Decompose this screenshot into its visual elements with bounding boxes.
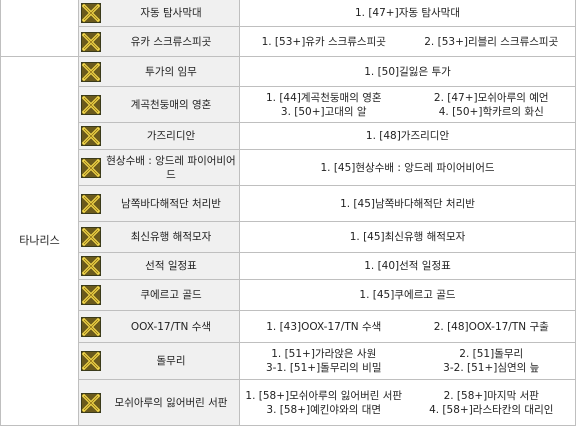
quest-chain-cell: 1. [45]쿠에르고 골드 xyxy=(239,279,576,311)
quest-step: 1. [50]길잃은 투가 xyxy=(364,65,451,78)
quest-chain-cell: 1. [58+]모쉬아루의 잃어버린 서판 2. [58+]마지막 서판 3. [5… xyxy=(239,379,576,426)
quest-table: 자동 탐사막대 1. [47+]자동 탐사막대 유카 스크류스피곳 1. [53+]유… xyxy=(0,0,576,426)
quest-name: 돌무리 xyxy=(103,342,240,380)
crossed-swords-icon xyxy=(81,157,101,178)
table-row: 돌무리 1. [51+]가라앉은 사원 2. [51]돌무리 3-1. [51+]돌무… xyxy=(1,342,576,380)
quest-step: 1. [58+]모쉬아루의 잃어버린 서판 xyxy=(245,389,403,402)
quest-icon-cell xyxy=(78,342,103,380)
quest-name: 모쉬아루의 잃어버린 서판 xyxy=(103,379,240,426)
region-cell-tanaris: 타나리스 xyxy=(0,56,79,426)
quest-chain-cell: 1. [44]계곡천둥매의 영혼 2. [47+]모쉬아루의 예언 3. [50+]… xyxy=(239,86,576,123)
table-row: 남쪽바다해적단 처리반 1. [45]남쪽바다해적단 처리반 xyxy=(1,185,576,222)
quest-chain-cell: 1. [47+]자동 탐사막대 xyxy=(239,0,576,27)
quest-name: OOX-17/TN 수색 xyxy=(103,310,240,343)
quest-step: 4. [58+]라스타칸의 대리인 xyxy=(429,403,554,416)
quest-icon-cell xyxy=(78,122,103,150)
quest-icon-cell xyxy=(78,0,103,27)
quest-step: 1. [47+]자동 탐사막대 xyxy=(354,7,460,19)
quest-icon-cell xyxy=(78,56,103,87)
crossed-swords-icon xyxy=(81,126,101,146)
quest-step: 1. [51+]가라앉은 사원 xyxy=(271,348,377,360)
crossed-swords-icon xyxy=(81,227,101,247)
table-row: 타나리스 투가의 임무 1. [50]길잃은 투가 xyxy=(0,56,576,426)
quest-icon-cell xyxy=(78,252,103,280)
table-row: 자동 탐사막대 1. [47+]자동 탐사막대 xyxy=(0,0,576,57)
crossed-swords-icon xyxy=(81,3,101,23)
table-row: 모쉬아루의 잃어버린 서판 1. [58+]모쉬아루의 잃어버린 서판 2. [58… xyxy=(1,379,576,426)
quest-step: 1. [45]남쪽바다해적단 처리반 xyxy=(340,197,475,210)
quest-icon-cell xyxy=(78,310,103,343)
quest-chain-cell: 1. [45]최신유행 해적모자 xyxy=(239,221,576,253)
quest-icon-cell xyxy=(78,86,103,123)
quest-icon-cell xyxy=(78,279,103,311)
quest-chain-cell: 1. [53+]유카 스크류스피곳 2. [53+]리블리 스크류스피곳 xyxy=(239,26,576,57)
table-row: 최신유행 해적모자 1. [45]최신유행 해적모자 xyxy=(1,221,576,253)
quest-chain-cell: 1. [40]선적 일정표 xyxy=(239,252,576,280)
quest-icon-cell xyxy=(78,221,103,253)
quest-name: 투가의 임무 xyxy=(103,56,240,87)
quest-step: 1. [45]쿠에르고 골드 xyxy=(359,289,456,301)
quest-chain-cell: 1. [45]현상수배 : 앙드레 파이어비어드 xyxy=(239,149,576,186)
table-row: 유카 스크류스피곳 1. [53+]유카 스크류스피곳 2. [53+]리블리 스크… xyxy=(1,26,576,57)
quest-step: 3-2. [51+]심연의 늪 xyxy=(443,362,540,374)
quest-name: 최신유행 해적모자 xyxy=(103,221,240,253)
quest-name: 유카 스크류스피곳 xyxy=(103,26,240,57)
table-row: 현상수배 : 앙드레 파이어비어드 1. [45]현상수배 : 앙드레 파이어비어… xyxy=(1,149,576,186)
quest-name: 자동 탐사막대 xyxy=(103,0,240,27)
quest-step: 1. [48]가즈리디안 xyxy=(365,130,450,142)
table-row: 쿠에르고 골드 1. [45]쿠에르고 골드 xyxy=(1,279,576,311)
quest-name: 쿠에르고 골드 xyxy=(103,279,240,311)
crossed-swords-icon xyxy=(81,256,101,276)
quest-step: 3. [50+]고대의 알 xyxy=(280,105,367,118)
crossed-swords-icon xyxy=(81,94,101,115)
crossed-swords-icon xyxy=(81,31,101,52)
crossed-swords-icon xyxy=(81,351,101,371)
quest-name: 남쪽바다해적단 처리반 xyxy=(103,185,240,222)
quest-step: 1. [45]현상수배 : 앙드레 파이어비어드 xyxy=(320,161,495,174)
quest-chain-cell: 1. [45]남쪽바다해적단 처리반 xyxy=(239,185,576,222)
quest-icon-cell xyxy=(78,149,103,186)
quest-chain-cell: 1. [48]가즈리디안 xyxy=(239,122,576,150)
crossed-swords-icon xyxy=(81,316,101,337)
quest-step: 1. [53+]유카 스크류스피곳 xyxy=(261,35,386,48)
quest-step: 2. [48]OOX-17/TN 구출 xyxy=(433,320,549,333)
quest-step: 3-1. [51+]돌무리의 비밀 xyxy=(266,362,382,374)
quest-name: 계곡천둥매의 영혼 xyxy=(103,86,240,123)
region-cell xyxy=(0,0,79,57)
quest-step: 2. [47+]모쉬아루의 예언 xyxy=(433,91,549,104)
quest-step: 1. [44]계곡천둥매의 영혼 xyxy=(265,91,382,104)
quest-step: 1. [45]최신유행 해적모자 xyxy=(349,231,466,243)
quest-icon-cell xyxy=(78,379,103,426)
quest-step: 1. [43]OOX-17/TN 수색 xyxy=(266,320,382,333)
quest-step: 2. [51]돌무리 xyxy=(459,348,524,360)
quest-name: 가즈리디안 xyxy=(103,122,240,150)
quest-chain-cell: 1. [50]길잃은 투가 xyxy=(239,56,576,87)
table-row: 선적 일정표 1. [40]선적 일정표 xyxy=(1,252,576,280)
crossed-swords-icon xyxy=(81,392,101,413)
table-row: 가즈리디안 1. [48]가즈리디안 xyxy=(1,122,576,150)
quest-step: 2. [53+]리블리 스크류스피곳 xyxy=(424,35,559,48)
quest-chain-cell: 1. [51+]가라앉은 사원 2. [51]돌무리 3-1. [51+]돌무리의 … xyxy=(239,342,576,380)
table-row: 계곡천둥매의 영혼 1. [44]계곡천둥매의 영혼 2. [47+]모쉬아루의 예… xyxy=(1,86,576,123)
quest-step: 4. [50+]학카르의 화신 xyxy=(438,105,544,118)
quest-name: 선적 일정표 xyxy=(103,252,240,280)
crossed-swords-icon xyxy=(81,285,101,305)
crossed-swords-icon xyxy=(81,61,101,82)
quest-name: 현상수배 : 앙드레 파이어비어드 xyxy=(103,149,240,186)
quest-icon-cell xyxy=(78,185,103,222)
quest-step: 1. [40]선적 일정표 xyxy=(364,260,451,272)
quest-chain-cell: 1. [43]OOX-17/TN 수색 2. [48]OOX-17/TN 구출 xyxy=(239,310,576,343)
crossed-swords-icon xyxy=(81,193,101,214)
quest-step: 3. [58+]예킨야와의 대면 xyxy=(266,403,382,416)
quest-step: 2. [58+]마지막 서판 xyxy=(443,389,539,402)
quest-icon-cell xyxy=(78,26,103,57)
table-row: OOX-17/TN 수색 1. [43]OOX-17/TN 수색 2. [48]OO… xyxy=(1,310,576,343)
